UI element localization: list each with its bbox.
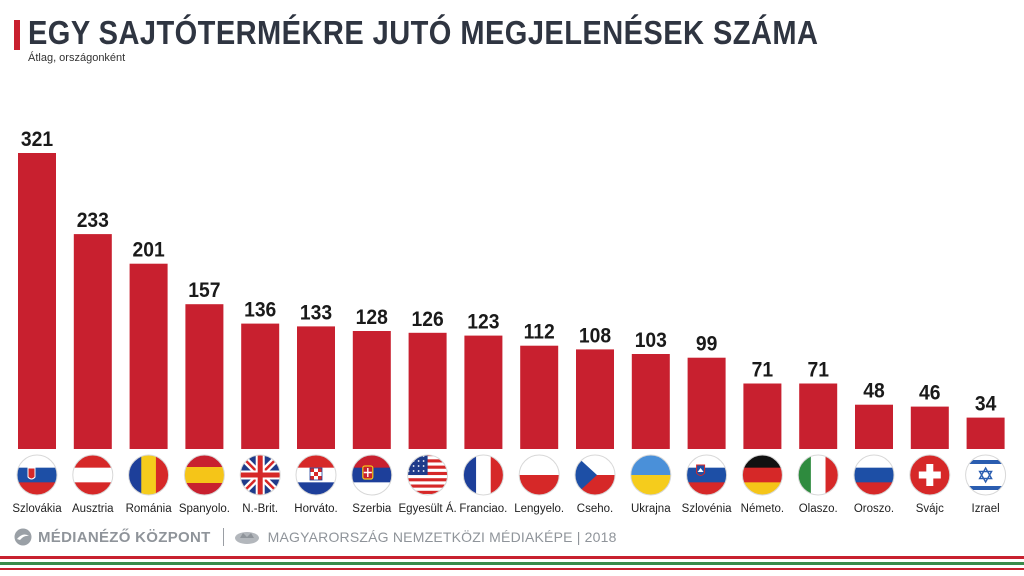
category-label-13: Szlovénia <box>682 503 732 515</box>
data-label-18: 34 <box>975 393 997 416</box>
bar-16 <box>855 404 893 449</box>
category-label-7: Szerbia <box>352 503 392 515</box>
flag-poland-icon <box>518 454 560 496</box>
bar-10 <box>520 345 559 449</box>
category-label-11: Cseho. <box>577 503 613 515</box>
category-label-1: Szlovákia <box>12 503 62 515</box>
bar-14 <box>743 383 782 449</box>
data-label-12: 103 <box>635 329 667 352</box>
category-label-8: Egyesült Á. <box>399 502 457 515</box>
flag-switzerland-icon <box>909 454 951 496</box>
chart-title: EGY SAJTÓTERMÉKRE JUTÓ MEGJELENÉSEK SZÁM… <box>28 14 819 51</box>
bar-3 <box>129 263 168 449</box>
footer-flag-stripe <box>0 553 1024 576</box>
flag-slovenia-icon <box>686 454 728 496</box>
flag-ukraine-icon <box>630 454 672 496</box>
flag-romania-icon <box>128 454 170 496</box>
flag-russia-icon <box>853 454 895 496</box>
category-label-10: Lengyelo. <box>514 503 564 515</box>
data-label-7: 128 <box>356 306 388 329</box>
data-label-15: 71 <box>807 359 828 382</box>
bar-12 <box>631 354 670 449</box>
bar-5 <box>241 323 280 449</box>
bar-4 <box>185 304 224 449</box>
category-label-2: Ausztria <box>72 503 114 515</box>
footer-separator <box>222 528 224 546</box>
category-label-5: N.-Brit. <box>242 503 278 515</box>
bar-15 <box>799 383 838 449</box>
category-label-16: Oroszo. <box>854 503 894 515</box>
data-label-4: 157 <box>188 280 220 303</box>
chart-subtitle: Átlag, országonként <box>28 52 126 64</box>
flag-austria-icon <box>72 454 114 496</box>
flag-usa-icon <box>407 454 449 496</box>
category-label-17: Svájc <box>916 503 944 515</box>
flag-germany-icon <box>741 454 783 496</box>
footer-brand: MÉDIANÉZŐ KÖZPONT MAGYARORSZÁG NEMZETKÖZ… <box>14 527 617 547</box>
bar-9 <box>464 335 503 449</box>
category-label-9: Franciao. <box>459 503 507 515</box>
data-label-8: 126 <box>411 308 443 331</box>
bar-17 <box>910 406 949 449</box>
flag-uk-icon <box>239 454 281 496</box>
data-label-6: 133 <box>300 302 332 325</box>
flag-spain-icon <box>183 454 225 496</box>
medianezo-logo-icon <box>14 528 32 546</box>
footer-tagline: MAGYARORSZÁG NEMZETKÖZI MÉDIAKÉPE | 2018 <box>267 529 617 545</box>
bar-1 <box>18 153 56 449</box>
bar-6 <box>297 326 335 449</box>
data-label-10: 112 <box>524 321 555 344</box>
data-label-14: 71 <box>752 359 773 382</box>
category-label-18: Izrael <box>972 503 1000 515</box>
flag-serbia-icon <box>351 454 393 496</box>
data-label-13: 99 <box>696 333 717 356</box>
category-label-4: Spanyolo. <box>179 503 230 515</box>
data-label-9: 123 <box>467 311 499 334</box>
flag-france-icon <box>462 454 504 496</box>
bar-8 <box>408 332 447 449</box>
data-label-16: 48 <box>863 380 884 403</box>
category-label-6: Horváto. <box>294 503 337 515</box>
category-label-14: Németo. <box>741 503 784 515</box>
bar-13 <box>687 357 726 449</box>
data-label-11: 108 <box>579 325 611 348</box>
bar-7 <box>352 331 391 449</box>
bar-chart: 321 Szlovákia 233 Ausztria 201 Románia 157 Span… <box>12 128 1007 515</box>
category-label-3: Románia <box>126 503 173 515</box>
flag-croatia-icon <box>295 454 337 496</box>
flag-slovakia-icon <box>16 454 58 496</box>
flag-italy-icon <box>797 454 839 496</box>
flag-czechia-icon <box>574 454 616 496</box>
data-label-2: 233 <box>77 209 109 232</box>
data-label-3: 201 <box>132 239 164 262</box>
crown-emblem-icon <box>234 532 259 544</box>
flag-israel-icon <box>965 454 1007 496</box>
bar-18 <box>966 417 1005 449</box>
data-label-5: 136 <box>244 299 276 322</box>
category-label-12: Ukrajna <box>631 503 671 515</box>
bar-2 <box>73 234 112 449</box>
bar-11 <box>576 349 614 449</box>
data-label-17: 46 <box>919 382 940 405</box>
title-accent-bar <box>14 20 20 50</box>
category-label-15: Olaszo. <box>799 503 838 515</box>
footer-brand-name: MÉDIANÉZŐ KÖZPONT <box>38 528 211 546</box>
data-label-1: 321 <box>21 128 53 151</box>
